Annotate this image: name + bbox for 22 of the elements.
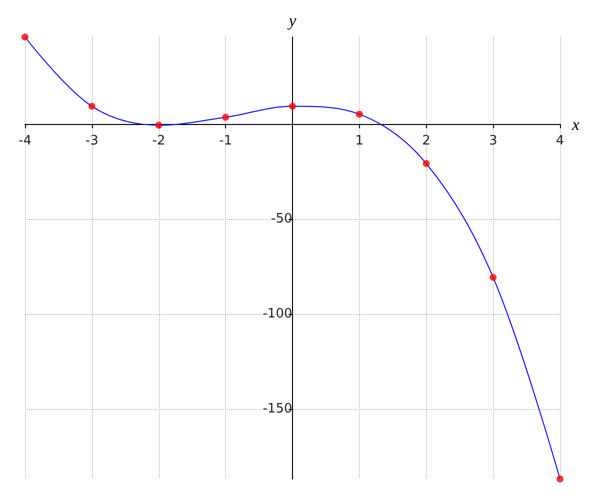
point: [22, 34, 28, 40]
x-tick-label: 4: [556, 133, 564, 148]
x-tick-label: -2: [152, 133, 166, 148]
y-axis-title: y: [286, 11, 297, 30]
y-tick-label: -50: [271, 212, 292, 227]
y-tick-label: -150: [262, 401, 292, 416]
x-tick-label: 1: [355, 133, 364, 148]
x-tick-label: -3: [85, 133, 98, 148]
point: [88, 102, 96, 110]
x-tick-label: -4: [18, 133, 32, 148]
x-tick-label: -1: [219, 133, 232, 148]
point: [490, 274, 497, 281]
point: [422, 160, 430, 168]
point: [556, 476, 564, 482]
point: [289, 102, 296, 110]
x-axis-title: x: [571, 114, 580, 134]
point: [222, 114, 230, 121]
point: [155, 122, 162, 129]
x-tick-label: 3: [488, 133, 498, 148]
point: [356, 110, 363, 118]
x-tick-label: 2: [422, 133, 430, 148]
y-tick-label: -100: [262, 306, 292, 322]
